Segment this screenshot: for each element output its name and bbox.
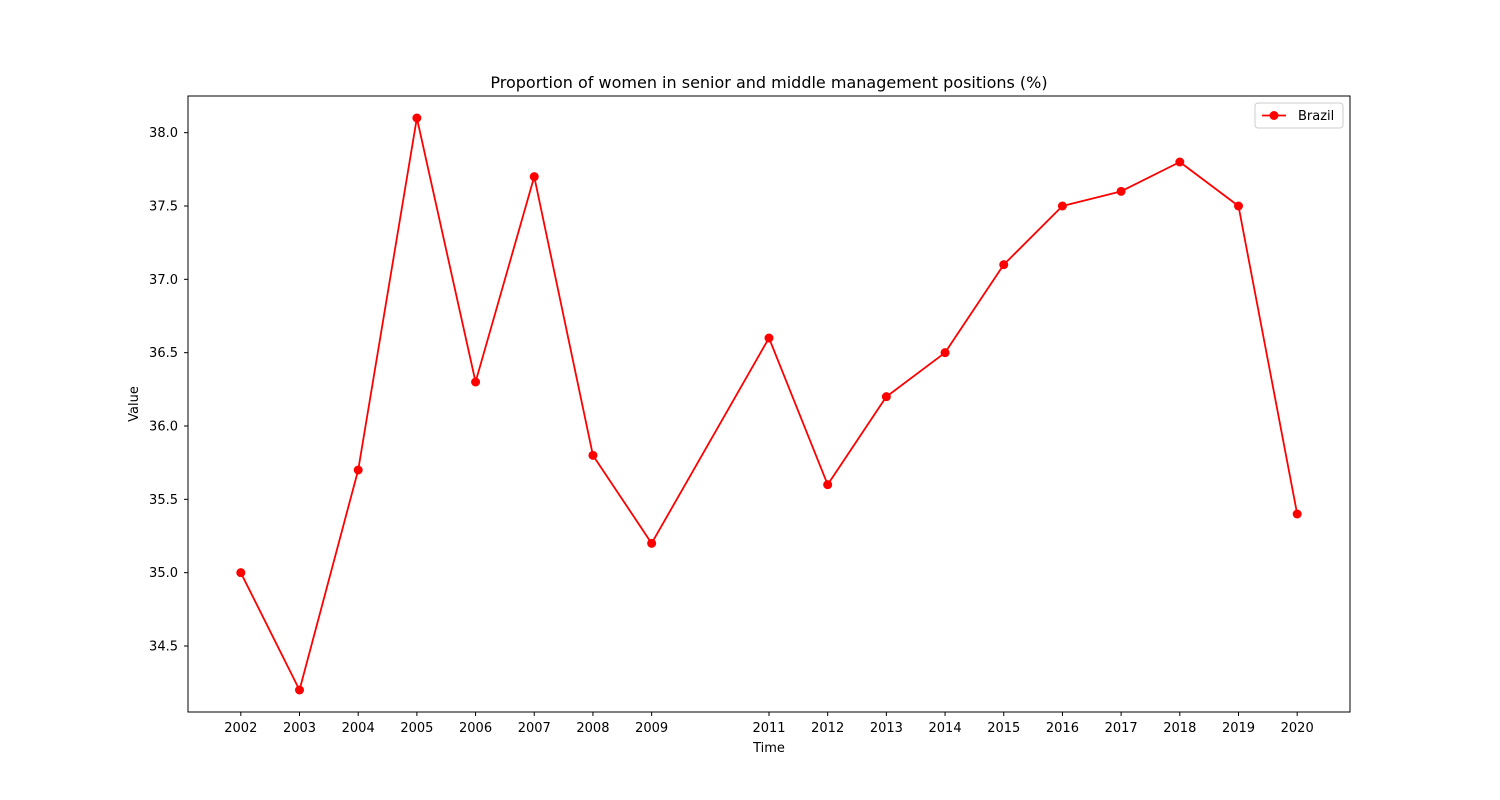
y-tick-label: 37.5: [149, 200, 178, 215]
data-point: [940, 348, 950, 358]
data-point: [1116, 186, 1126, 196]
x-tick-label: 2019: [1222, 721, 1255, 736]
legend-label-brazil: Brazil: [1298, 109, 1334, 124]
legend-marker-brazil: [1269, 111, 1279, 120]
data-point: [471, 377, 481, 387]
x-tick-label: 2020: [1281, 721, 1314, 736]
x-axis: 2002 2003 2004 2005 2006 2007 2008 2009 2011 2012…: [224, 712, 1314, 736]
series-layer: [236, 113, 1302, 695]
x-tick-label: 2014: [929, 721, 962, 736]
series-line-brazil: [240, 117, 1299, 691]
data-point: [999, 260, 1009, 270]
x-tick-label: 2007: [518, 721, 551, 736]
y-tick-label: 35.5: [149, 493, 178, 508]
data-point: [823, 480, 833, 490]
data-point: [764, 333, 774, 343]
data-point: [353, 465, 363, 475]
x-tick-label: 2004: [342, 721, 375, 736]
chart-title: Proportion of women in senior and middle…: [490, 73, 1047, 92]
x-tick-label: 2009: [635, 721, 668, 736]
y-tick-label: 35.0: [149, 566, 178, 581]
x-tick-label: 2011: [752, 721, 785, 736]
data-point: [1057, 201, 1067, 211]
x-tick-label: 2005: [400, 721, 433, 736]
data-point: [647, 538, 657, 548]
x-tick-label: 2006: [459, 721, 492, 736]
x-tick-label: 2018: [1163, 721, 1196, 736]
data-point: [1292, 509, 1302, 519]
x-tick-label: 2012: [811, 721, 844, 736]
x-tick-label: 2013: [870, 721, 903, 736]
legend: Brazil: [1254, 102, 1344, 129]
data-point: [881, 392, 891, 402]
x-tick-label: 2015: [987, 721, 1020, 736]
data-point: [588, 450, 598, 460]
legend-box: [1254, 102, 1344, 129]
plot-area: [187, 95, 1351, 713]
x-tick-label: 2003: [283, 721, 316, 736]
y-axis: 34.5 35.0 35.5 36.0 36.5 37.0 37.5 38.0: [149, 126, 188, 655]
y-tick-label: 38.0: [149, 126, 178, 141]
x-tick-label: 2016: [1046, 721, 1079, 736]
x-tick-label: 2008: [576, 721, 609, 736]
y-tick-label: 37.0: [149, 273, 178, 288]
data-point: [529, 172, 539, 182]
x-axis-label: Time: [752, 741, 785, 756]
data-point: [412, 113, 422, 123]
y-axis-label: Value: [127, 386, 142, 422]
x-tick-label: 2017: [1105, 721, 1138, 736]
y-tick-label: 34.5: [149, 640, 178, 655]
y-tick-label: 36.5: [149, 346, 178, 361]
data-point: [236, 568, 246, 578]
data-point: [1233, 201, 1243, 211]
y-tick-label: 36.0: [149, 420, 178, 435]
data-point: [1175, 157, 1185, 167]
data-point: [295, 685, 305, 695]
x-tick-label: 2002: [224, 721, 257, 736]
